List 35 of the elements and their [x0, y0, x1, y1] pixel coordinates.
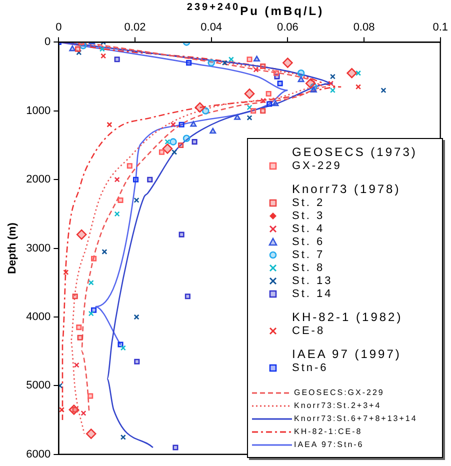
- legend-label: GEOSECS:GX-229: [294, 388, 384, 397]
- legend-label: Knorr73:St.6+7+8+13+14: [294, 414, 418, 423]
- legend-label: St. 2: [292, 196, 325, 208]
- y-tick-label: 6000: [26, 448, 51, 460]
- legend-label: St. 6: [292, 236, 325, 248]
- y-tick-label: 4000: [26, 311, 51, 324]
- y-tick-label: 2000: [26, 174, 51, 186]
- legend-label: Stn-6: [292, 362, 328, 374]
- annotation: IAEA 97 (1997): [292, 347, 402, 361]
- legend-label: St. 8: [292, 262, 325, 274]
- x-tick-label: 0.06: [276, 22, 298, 34]
- legend-label: GX-229: [292, 160, 342, 172]
- legend-label: KH-82-1:CE-8: [294, 427, 362, 436]
- y-axis-title: Depth (m): [6, 222, 19, 274]
- legend-label: Knorr73:St.2+3+4: [294, 401, 382, 410]
- legend-label: IAEA 97:Stn-6: [294, 440, 364, 449]
- legend-label: CE-8: [292, 324, 326, 336]
- x-tick-label: 0.1: [432, 22, 448, 34]
- legend-label: St. 14: [292, 288, 333, 300]
- y-tick-label: 1000: [26, 104, 51, 117]
- legend-label: St. 3: [292, 210, 325, 222]
- annotation: KH-82-1 (1982): [292, 310, 404, 324]
- annotation: GEOSECS (1973): [292, 145, 418, 159]
- y-tick-label: 3000: [26, 242, 51, 254]
- y-tick-label: 5000: [26, 380, 51, 392]
- legend-label: St. 7: [292, 248, 325, 260]
- legend-label: St. 4: [292, 222, 325, 234]
- x-tick-label: 0: [56, 22, 62, 34]
- annotation: Knorr73 (1978): [292, 182, 402, 196]
- legend-label: St. 13: [292, 274, 333, 286]
- x-axis-title: $^{239+240}$Pu (mBq/L): [186, 2, 326, 18]
- x-tick-label: 0.04: [200, 22, 222, 34]
- x-tick-label: 0.02: [124, 22, 146, 34]
- x-tick-label: 0.08: [353, 22, 375, 34]
- y-tick-label: 0: [44, 36, 51, 48]
